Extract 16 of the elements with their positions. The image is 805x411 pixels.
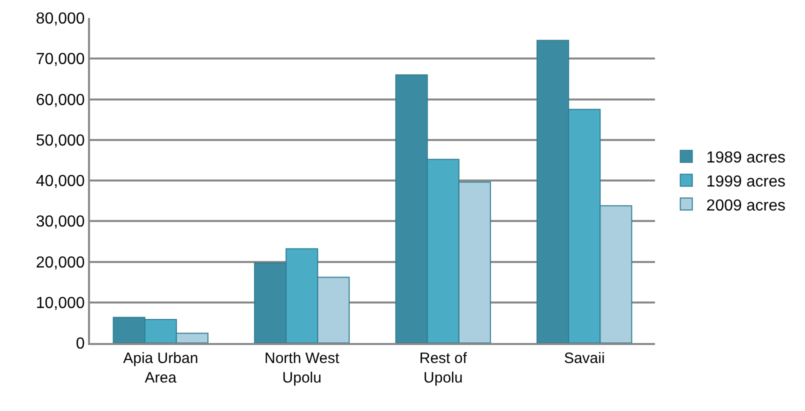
x-tick-label: Rest of Upolu xyxy=(419,350,468,386)
y-tick-label: 10,000 xyxy=(36,294,85,312)
y-tick-label: 0 xyxy=(76,336,85,353)
x-tick-label: Savaii xyxy=(564,350,605,367)
legend-label: 2009 acres xyxy=(706,197,786,214)
legend-label: 1989 acres xyxy=(706,150,786,167)
y-tick-label: 70,000 xyxy=(36,51,85,68)
y-tick-label: 30,000 xyxy=(36,214,85,231)
legend-label: 1999 acres xyxy=(706,173,786,190)
y-tick-label: 20,000 xyxy=(36,254,85,272)
x-tick-label: North West Upolu xyxy=(264,350,340,386)
x-tick-label: Apia Urban Area xyxy=(123,350,198,386)
y-tick-label: 40,000 xyxy=(36,173,85,190)
y-tick-label: 50,000 xyxy=(36,132,85,150)
y-tick-label: 60,000 xyxy=(36,92,85,109)
y-tick-label: 80,000 xyxy=(36,10,85,28)
